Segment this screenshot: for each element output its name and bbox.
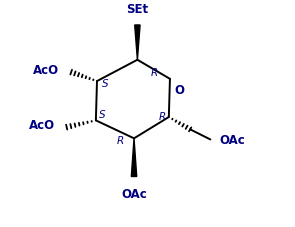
Text: OAc: OAc (121, 188, 147, 201)
Text: AcO: AcO (29, 119, 55, 133)
Polygon shape (131, 138, 137, 176)
Polygon shape (135, 25, 140, 60)
Text: SEt: SEt (126, 3, 148, 16)
Text: S: S (99, 110, 106, 120)
Text: OAc: OAc (219, 134, 245, 147)
Text: R: R (151, 68, 158, 78)
Text: O: O (174, 84, 184, 96)
Text: R: R (117, 136, 124, 146)
Text: S: S (101, 79, 108, 89)
Text: R: R (158, 112, 165, 122)
Text: AcO: AcO (33, 64, 59, 77)
